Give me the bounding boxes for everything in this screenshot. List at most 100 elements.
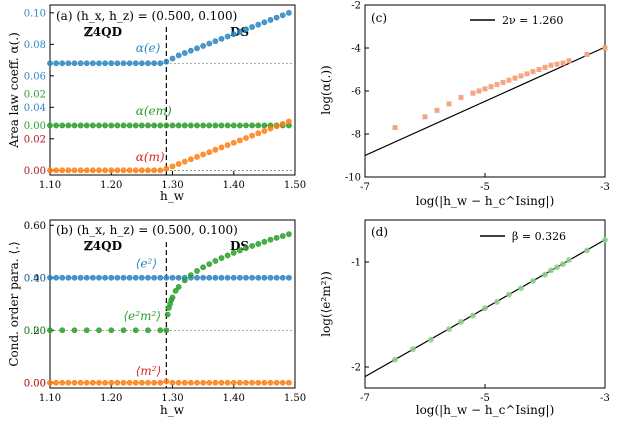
b-point-0-21 xyxy=(175,274,182,281)
d-point-0-4 xyxy=(458,318,464,325)
c-point-0-17 xyxy=(542,64,548,70)
b-ytick-label-1: 0.20 xyxy=(24,326,46,337)
a-point-1-0 xyxy=(47,122,53,129)
c-point-0-20 xyxy=(560,60,566,66)
b-point-0-10 xyxy=(108,274,115,281)
panel-a: (a) (h_x, h_z) = (0.500, 0.100) ℤ4QD DS … xyxy=(7,4,306,203)
d-point-0-16 xyxy=(584,247,590,254)
a-point-0-3 xyxy=(65,60,72,67)
a-point-2-11 xyxy=(114,167,121,174)
b-point-1-31 xyxy=(261,238,268,245)
b-point-1-28 xyxy=(243,245,249,251)
c-xtick-label-2: -3 xyxy=(600,182,610,193)
b-point-1-21 xyxy=(200,264,207,271)
panel-c: (c) 2ν = 1.260 log(|h_w − h_c^Ising|) lo… xyxy=(319,1,610,209)
a-point-2-24 xyxy=(194,153,200,160)
d-point-0-9 xyxy=(518,285,524,292)
a-point-2-37 xyxy=(273,123,280,130)
b-point-2-32 xyxy=(243,379,249,386)
b-point-2-23 xyxy=(187,379,194,386)
a-point-0-5 xyxy=(77,60,84,67)
a-point-1-8 xyxy=(96,122,102,129)
panel-b-region-left: ℤ4QD xyxy=(84,239,122,253)
a-point-0-11 xyxy=(114,60,121,67)
b-point-0-18 xyxy=(157,274,164,281)
c-point-0-14 xyxy=(524,71,530,77)
b-point-0-26 xyxy=(206,274,213,281)
b-series-label-0: ⟨e²⟩ xyxy=(136,256,157,270)
c-xtick-label-0: -7 xyxy=(360,182,370,193)
b-point-1-10 xyxy=(163,327,170,334)
a-point-1-7 xyxy=(89,122,96,129)
a-series-ytick-0-1: 0.02 xyxy=(24,89,46,100)
a-point-1-19 xyxy=(163,122,170,129)
a-point-0-10 xyxy=(108,60,115,67)
c-point-0-9 xyxy=(494,82,500,88)
b-point-2-0 xyxy=(47,379,53,386)
a-point-2-17 xyxy=(151,167,158,174)
c-point-0-19 xyxy=(554,61,560,67)
b-xtick-label-4: 1.50 xyxy=(284,393,306,404)
a-point-0-26 xyxy=(206,40,213,47)
a-point-2-30 xyxy=(230,139,237,146)
b-point-0-3 xyxy=(65,274,72,281)
a-point-2-33 xyxy=(249,132,256,139)
b-point-2-22 xyxy=(181,379,188,386)
a-point-1-18 xyxy=(157,122,164,129)
panel-d-ylabel: log(⟨e²m²⟩) xyxy=(319,271,333,337)
c-ytick-label-0: -10 xyxy=(345,173,361,184)
b-point-1-4 xyxy=(96,327,102,334)
c-point-0-13 xyxy=(518,73,524,79)
b-point-1-33 xyxy=(273,234,280,241)
a-point-1-15 xyxy=(138,122,145,129)
a-point-1-12 xyxy=(120,122,127,129)
a-point-1-11 xyxy=(114,122,121,129)
a-point-2-13 xyxy=(126,167,133,174)
a-point-2-14 xyxy=(132,167,139,174)
b-series-ytick-1-0: 0.00 xyxy=(24,326,46,337)
a-series-ytick-0-0: 0.00 xyxy=(24,121,46,132)
b-ytick-label-3: 0.60 xyxy=(24,221,46,232)
d-point-0-15 xyxy=(566,256,572,263)
b-point-1-2 xyxy=(71,327,78,334)
b-point-1-35 xyxy=(285,231,292,238)
a-ytick-label-5: 0.10 xyxy=(24,8,46,19)
c-ytick-label-3: -4 xyxy=(351,44,361,55)
a-point-0-13 xyxy=(126,60,133,67)
b-point-0-27 xyxy=(212,274,219,281)
a-point-2-35 xyxy=(261,128,268,134)
a-point-1-32 xyxy=(243,122,249,129)
panel-a-ylabel: Area law coeff. α(.) xyxy=(7,32,21,149)
b-point-0-16 xyxy=(145,274,151,281)
c-point-0-0 xyxy=(392,125,398,131)
panel-a-region-left: ℤ4QD xyxy=(84,25,122,39)
a-point-0-36 xyxy=(267,17,274,23)
b-point-1-22 xyxy=(206,261,213,267)
a-point-1-31 xyxy=(236,122,243,129)
a-point-2-12 xyxy=(120,167,127,174)
panel-c-legend-text: 2ν = 1.260 xyxy=(502,14,563,27)
b-point-1-34 xyxy=(279,233,286,239)
b-point-0-35 xyxy=(261,274,268,281)
d-point-0-1 xyxy=(410,346,416,353)
b-point-2-16 xyxy=(145,379,151,386)
b-point-0-25 xyxy=(200,274,207,281)
b-point-2-11 xyxy=(114,379,121,386)
b-point-2-17 xyxy=(151,379,158,386)
a-ytick-label-2: 0.04 xyxy=(24,103,46,114)
b-point-2-24 xyxy=(194,379,200,386)
b-point-2-33 xyxy=(249,379,256,386)
c-ytick-label-4: -2 xyxy=(351,1,361,12)
b-point-0-19 xyxy=(163,274,170,281)
d-point-0-13 xyxy=(554,264,560,271)
a-ytick-label-3: 0.06 xyxy=(24,71,46,82)
a-point-2-21 xyxy=(175,161,182,167)
b-series-label-2: ⟨m²⟩ xyxy=(136,364,162,378)
a-point-0-7 xyxy=(89,60,96,67)
a-series-label-2: α(m) xyxy=(136,150,165,164)
a-point-0-28 xyxy=(218,35,225,42)
b-point-1-15 xyxy=(169,294,176,301)
c-point-0-22 xyxy=(584,51,590,57)
b-point-2-7 xyxy=(89,379,96,386)
a-xtick-label-3: 1.40 xyxy=(223,180,245,191)
